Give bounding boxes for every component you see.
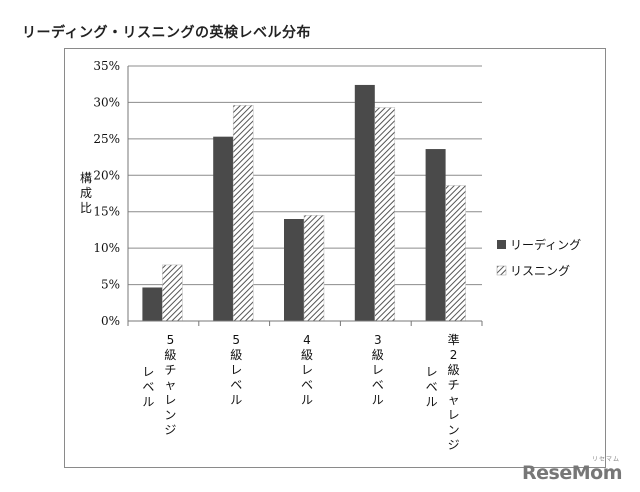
y-tick-label: 35% [93, 59, 120, 73]
resemom-logo-ruby: リセマム [591, 456, 620, 463]
chart-frame [64, 48, 606, 468]
y-tick-label: 0% [101, 314, 120, 328]
y-tick-label: 5% [101, 278, 120, 292]
resemom-logo: ReseMom リセマム [522, 456, 622, 484]
category-label: 3 級レベル [372, 333, 384, 407]
legend-label: リーディング [510, 237, 581, 252]
axes [127, 66, 483, 326]
bar-reading [284, 219, 304, 321]
legend-swatch [497, 240, 506, 249]
bar-listening [303, 215, 325, 322]
category-label: レベル [142, 365, 154, 409]
legend-swatch [496, 265, 507, 276]
legend-label: リスニング [510, 264, 570, 278]
bar-listening [232, 105, 254, 322]
y-tick-label: 15% [93, 205, 120, 219]
y-axis-label: 構成比 [80, 171, 92, 215]
bar-listening [162, 264, 183, 322]
category-label: レベル [426, 365, 438, 409]
y-tick-label: 25% [93, 132, 120, 146]
category-label: 4 級レベル [301, 333, 313, 407]
y-tick-label: 10% [93, 241, 120, 255]
category-label: 5 級レベル [230, 333, 242, 407]
y-tick-label: 20% [93, 168, 120, 182]
y-tick-label: 30% [93, 95, 120, 109]
resemom-logo-text: ReseMom [522, 462, 622, 484]
y-tick-labels: 0% 5% 10% 15% 20% 25% 30% 35% [93, 59, 120, 328]
bar-reading [142, 287, 163, 321]
bar-reading [354, 84, 375, 321]
category-label: 準 2 級チャレンジ [448, 332, 460, 452]
category-label: 5 級チャレンジ [164, 333, 176, 437]
bar-reading [425, 149, 446, 321]
chart-title: リーディング・リスニングの英検レベル分布 [22, 25, 312, 41]
bars [142, 84, 466, 322]
bar-reading [213, 136, 234, 321]
bar-listening [374, 107, 396, 322]
bar-listening [445, 185, 466, 322]
